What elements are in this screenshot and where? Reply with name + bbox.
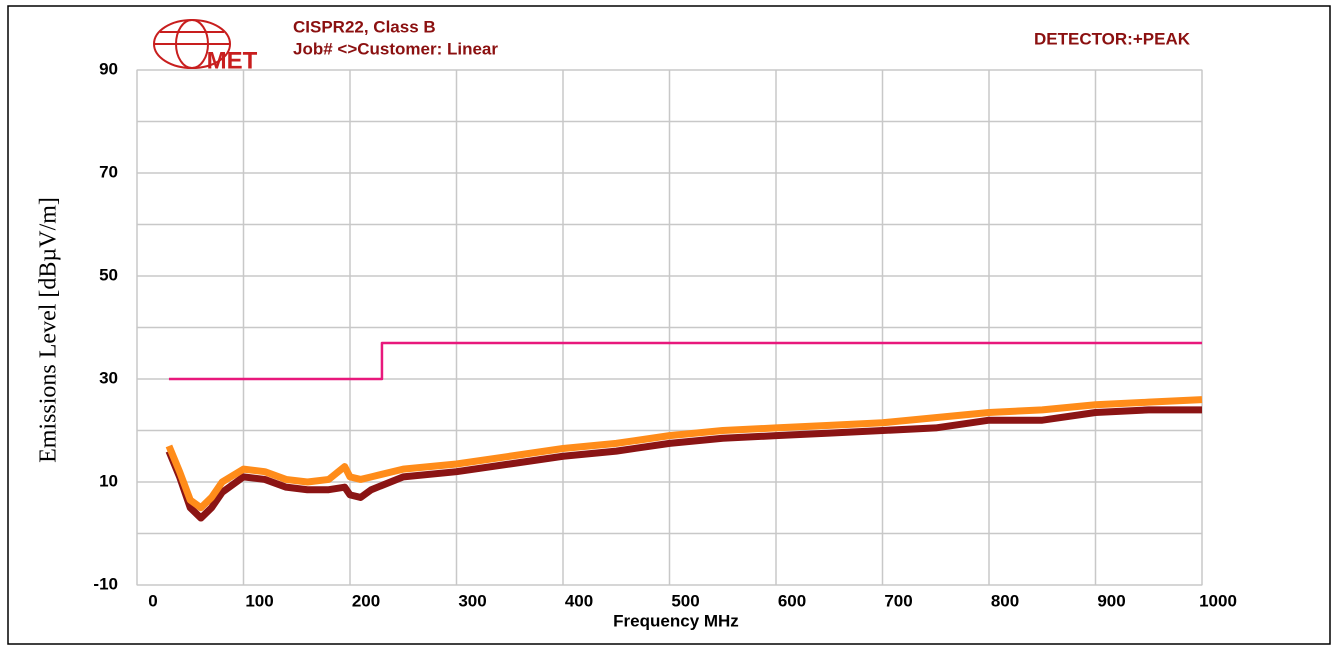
x-tick-label: 800 <box>991 591 1019 610</box>
series-line <box>168 341 1202 381</box>
x-tick-label: 500 <box>671 591 699 610</box>
x-tick-label: 700 <box>884 591 912 610</box>
detector-label: DETECTOR:+PEAK <box>1034 29 1191 48</box>
x-axis-label: Frequency MHz <box>613 611 739 630</box>
x-tick-label: 0 <box>148 591 157 610</box>
y-tick-label: 70 <box>99 162 118 181</box>
chart-subtitle: Job# <>Customer: Linear <box>293 39 498 58</box>
y-tick-label: 30 <box>99 368 118 387</box>
y-tick-label: 50 <box>99 265 118 284</box>
x-tick-label: 600 <box>778 591 806 610</box>
series-line <box>165 396 1203 512</box>
x-tick-label: 300 <box>458 591 486 610</box>
x-tick-label: 200 <box>352 591 380 610</box>
y-tick-label: -10 <box>93 574 118 593</box>
x-tick-label: 400 <box>565 591 593 610</box>
y-tick-label: 90 <box>99 59 118 78</box>
x-tick-label: 1000 <box>1199 591 1237 610</box>
x-tick-label: 100 <box>245 591 273 610</box>
chart-title: CISPR22, Class B <box>293 17 436 36</box>
x-tick-label: 900 <box>1097 591 1125 610</box>
y-axis-label: Emissions Level [dBµV/m] <box>36 197 62 463</box>
y-tick-label: 10 <box>99 471 118 490</box>
series-line <box>165 406 1202 522</box>
